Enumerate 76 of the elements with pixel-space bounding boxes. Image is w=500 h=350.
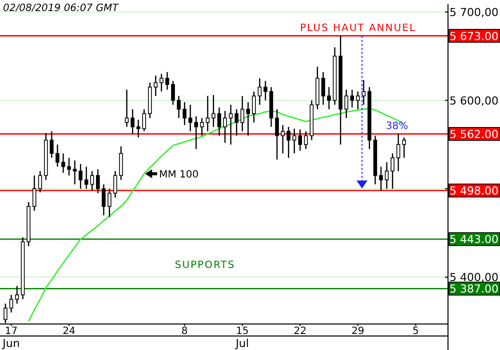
candlestick: [108, 188, 112, 218]
candlestick: [212, 94, 216, 128]
candlestick: [50, 130, 54, 158]
candlestick: [9, 294, 14, 314]
x-tick-label: 29: [352, 326, 364, 337]
candlestick: [72, 160, 77, 185]
candlestick: [275, 108, 279, 160]
candlestick: [124, 89, 129, 128]
candlestick: [350, 89, 354, 108]
candlestick: [176, 95, 181, 119]
chart-title: 02/08/2019 06:07 GMT: [3, 3, 120, 14]
candlestick: [188, 104, 192, 132]
candlestick: [171, 80, 175, 106]
candlestick: [67, 157, 71, 176]
annotation: SUPPORTS: [174, 260, 236, 271]
candlestick: [223, 110, 227, 144]
candlestick: [56, 144, 60, 168]
annotation: 38%: [386, 120, 408, 132]
candlestick: [113, 170, 118, 198]
x-tick-label: 5: [412, 326, 419, 337]
x-tick-label: 8: [181, 326, 188, 337]
candlestick: [15, 285, 19, 304]
x-tick-label: 15 Jul: [234, 326, 249, 350]
candlestick: [96, 168, 100, 194]
series-label: MM 100: [159, 170, 199, 181]
candlestick: [78, 163, 82, 190]
candlestick: [321, 71, 326, 106]
candlestick: [61, 152, 66, 174]
candlestick: [228, 104, 233, 146]
candlestick: [165, 71, 170, 90]
candlestick: [234, 108, 238, 136]
candlestick: [206, 95, 210, 132]
ref-line-label: 5 673.00: [450, 30, 498, 43]
ref-line-label: 5 443.00: [450, 233, 498, 246]
candlestick: [136, 119, 140, 138]
candlestick: [182, 102, 186, 126]
ref-line-label: 5 387.00: [450, 282, 498, 296]
x-tick-label: 17 Jun: [2, 326, 20, 350]
candlestick: [298, 128, 302, 152]
candlestick: [264, 80, 268, 101]
candlestick: [240, 95, 244, 132]
candlestick: [84, 166, 88, 190]
candlestick: [130, 108, 134, 135]
candlestick: [304, 130, 308, 150]
candlestick: [286, 126, 290, 158]
candlestick: [154, 75, 158, 97]
candlestick: [217, 106, 222, 136]
candlestick: [90, 170, 94, 192]
candlestick: [142, 108, 146, 132]
candlestick: [344, 89, 348, 119]
candlestick: [327, 86, 331, 110]
candlestick: [390, 152, 394, 190]
candlestick: [402, 136, 406, 158]
y-tick-label: 5 600,00: [450, 94, 498, 108]
candlestick: [200, 117, 204, 136]
candlestick: [356, 90, 360, 110]
x-tick-label: 22: [294, 326, 306, 337]
candlestick: [246, 102, 250, 136]
y-tick-label: 5 400,00: [450, 271, 498, 284]
x-tick-label: 24: [62, 326, 76, 337]
candlestick: [379, 166, 383, 192]
ref-line-label: 5 562.00: [450, 128, 498, 141]
candlestick: [280, 124, 285, 154]
candlestick: [384, 162, 389, 190]
ref-line-label: 5 498.00: [450, 184, 498, 198]
candlestick: [160, 73, 164, 92]
candlestick: [362, 79, 366, 106]
candlestick: [258, 78, 262, 106]
candlestick: [396, 133, 400, 172]
annotation: PLUS HAUT ANNUEL: [300, 22, 416, 34]
candlestick: [194, 116, 198, 150]
candlestick: [252, 90, 256, 124]
candlestick: [119, 146, 123, 181]
y-tick-label: 5 700,00: [450, 6, 498, 19]
candlestick: [292, 128, 296, 154]
candlestick: [102, 184, 106, 216]
